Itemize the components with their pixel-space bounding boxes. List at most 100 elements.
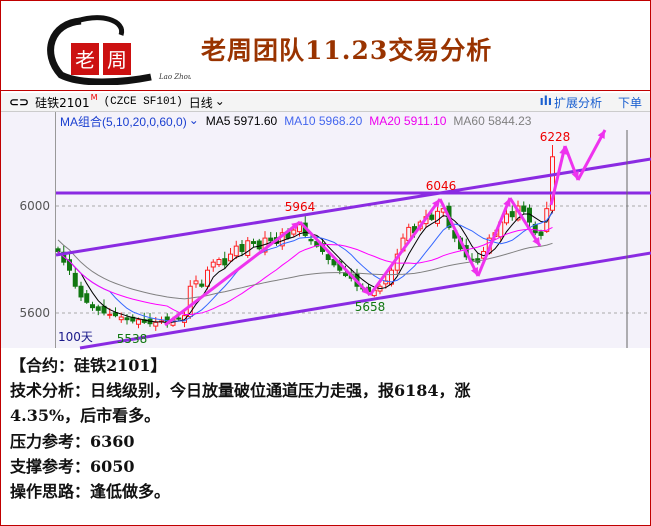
main-contract-badge: M: [90, 92, 98, 102]
candle-body: [538, 231, 544, 236]
candle-body: [297, 224, 302, 233]
candle-body: [228, 253, 233, 262]
header: 老 周 Lao Zhou 老周团队11.23交易分析: [1, 1, 650, 91]
channel-upper-line: [55, 157, 651, 257]
candle-body: [118, 316, 124, 321]
label-6228: 6228: [540, 130, 571, 144]
ma-group-dropdown[interactable]: MA组合(5,10,20,0,60,0) ⌄: [60, 113, 199, 130]
symbol-code: (CZCE SF101): [103, 96, 183, 108]
ma10-line: [57, 212, 553, 322]
arrow-head-icon: [361, 286, 370, 295]
analysis-panel: 【合约：硅铁2101】 技术分析：日线级别，今日放量破位通道压力走强，报6184…: [10, 352, 638, 522]
candle-body: [199, 283, 205, 287]
chain-link-icon[interactable]: ⊂⊃: [9, 95, 30, 109]
period-dropdown[interactable]: 日线 ⌄: [189, 94, 225, 111]
support-line: 支撑参考：6050: [10, 457, 135, 476]
candle-body: [187, 285, 193, 317]
candle-body: [256, 240, 262, 250]
symbol-selector[interactable]: 硅铁2101 M: [35, 92, 98, 111]
trend-arrow: [164, 220, 301, 327]
tech-analysis-line1: 技术分析：日线级别，今日放量破位通道压力走强，报6184，涨: [10, 381, 471, 400]
candle-body: [193, 280, 199, 285]
candlestick-chart[interactable]: 6000 5600 6228 6046 5964 5658 5538 100天: [0, 112, 651, 352]
chevron-down-icon: ⌄: [188, 112, 199, 127]
y-tick-5600: 5600: [19, 306, 50, 320]
arrow-head-icon: [597, 130, 605, 139]
expand-analysis-button[interactable]: ılı 扩展分析: [540, 94, 602, 111]
page-title: 老周团队11.23交易分析: [201, 36, 493, 65]
laozhou-logo: 老 周 Lao Zhou: [47, 15, 191, 85]
ma20-line: [57, 227, 553, 316]
trend-arrow: [368, 198, 442, 296]
period-count-label: 100天: [58, 330, 93, 344]
period-label: 日线: [188, 95, 213, 110]
place-order-button[interactable]: 下单: [617, 95, 642, 110]
candle-body: [239, 244, 245, 252]
candle-body: [268, 237, 274, 242]
candle-body: [245, 240, 251, 256]
trend-arrow: [476, 197, 512, 277]
trend-arrow: [576, 129, 607, 181]
candle-body: [153, 321, 159, 327]
label-5658: 5658: [355, 300, 386, 314]
candle-body: [521, 205, 527, 212]
chart-toolbar: ⊂⊃ 硅铁2101 M (CZCE SF101) 日线 ⌄ ılı 扩展分析 下单: [1, 93, 650, 112]
candle-body: [136, 319, 141, 325]
candle-body: [84, 293, 90, 303]
y-axis: [1, 112, 56, 348]
resistance-line: 压力参考：6360: [10, 432, 135, 451]
ma60-value: MA60 5844.23: [453, 114, 532, 128]
tech-analysis-line2: 4.35%，后市看多。: [10, 406, 161, 425]
svg-text:老: 老: [75, 48, 95, 72]
candle-body: [435, 210, 440, 224]
candle-body: [550, 156, 555, 211]
candle-body: [210, 261, 216, 268]
arrow-head-icon: [571, 171, 579, 180]
candle-body: [222, 258, 228, 266]
label-5964: 5964: [285, 200, 316, 214]
candle-body: [124, 317, 130, 321]
candle-body: [55, 248, 61, 252]
svg-text:周: 周: [107, 48, 127, 72]
candle-body: [176, 317, 182, 320]
ma10-value: MA10 5968.20: [284, 114, 363, 128]
candle-body: [233, 245, 239, 257]
ma20-value: MA20 5911.10: [369, 114, 447, 128]
candle-body: [509, 211, 515, 218]
trend-arrows: [164, 129, 607, 327]
channel-lower-line: [79, 251, 651, 350]
candle-body: [279, 232, 285, 247]
ma5-value: MA5 5971.60: [205, 114, 278, 128]
candle-body: [205, 269, 210, 287]
candle-body: [429, 214, 435, 220]
expand-analysis-label: 扩展分析: [553, 95, 602, 110]
arrow-head-icon: [532, 237, 540, 246]
arrow-head-icon: [470, 267, 478, 276]
candle-body: [308, 238, 314, 242]
indicator-legend: MA组合(5,10,20,0,60,0) ⌄ MA5 5971.60 MA10 5…: [56, 112, 650, 130]
trend-arrow: [549, 145, 567, 206]
label-6046: 6046: [426, 179, 457, 193]
candle-body: [67, 259, 72, 271]
candle-body: [95, 306, 101, 311]
svg-text:Lao Zhou: Lao Zhou: [158, 73, 191, 81]
bar-chart-icon: ılı: [539, 93, 552, 108]
symbol-name: 硅铁2101: [35, 95, 90, 110]
label-5538: 5538: [117, 332, 148, 346]
candle-body: [251, 241, 256, 244]
candle-body: [72, 272, 78, 287]
candle-body: [113, 312, 118, 317]
arrow-head-icon: [291, 222, 300, 231]
ma-group-label: MA组合(5,10,20,0,60,0): [60, 114, 187, 129]
candle-body: [216, 259, 222, 266]
candle-body: [291, 229, 297, 235]
chevron-down-icon: ⌄: [214, 93, 225, 108]
contract-line: 【合约：硅铁2101】: [10, 356, 167, 375]
candle-body: [325, 254, 331, 260]
strategy-line: 操作思路：逢低做多。: [10, 482, 171, 501]
y-tick-6000: 6000: [19, 199, 50, 213]
ma5-line: [57, 210, 553, 324]
trend-arrow: [508, 197, 542, 247]
trend-arrow: [298, 220, 372, 297]
candle-body: [90, 304, 95, 309]
